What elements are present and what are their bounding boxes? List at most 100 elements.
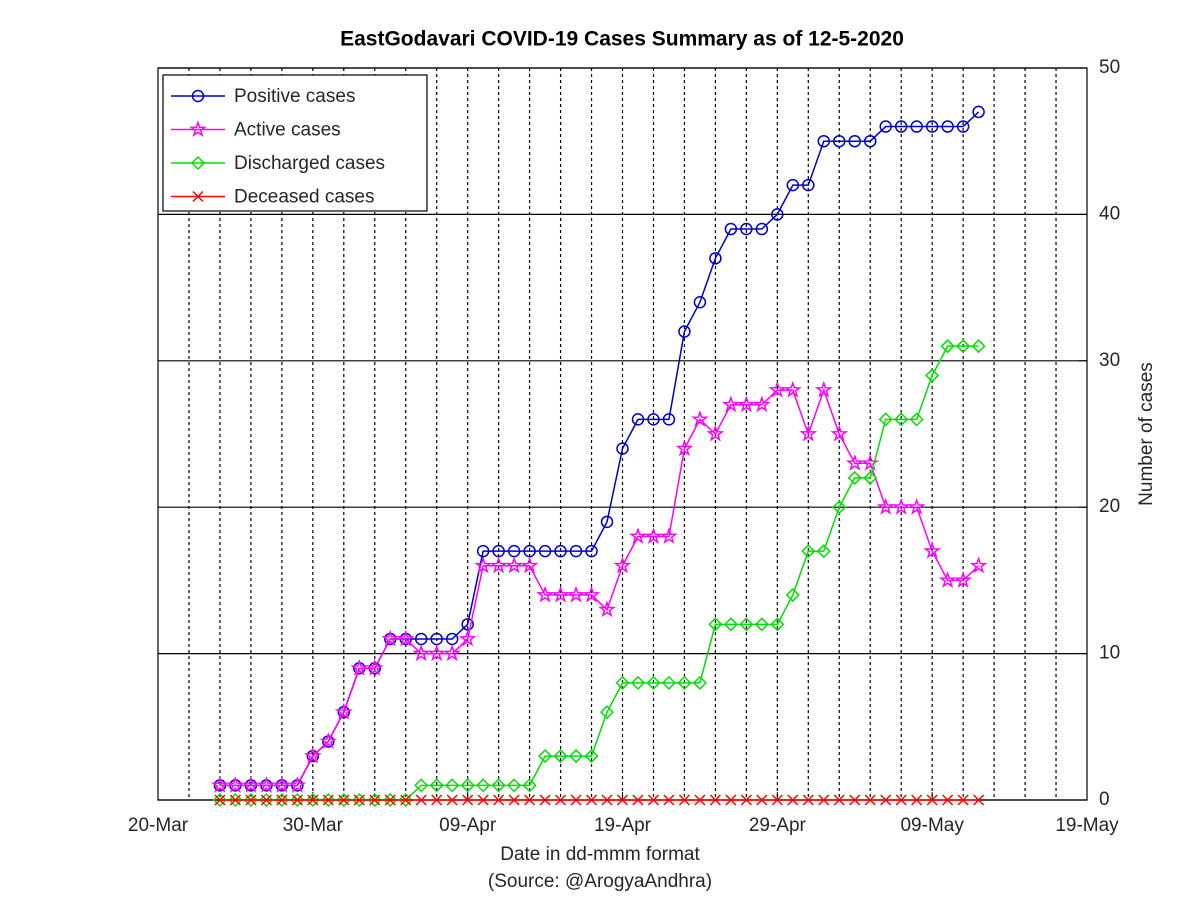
marker — [431, 794, 443, 806]
marker — [880, 794, 892, 806]
marker — [334, 702, 353, 720]
marker — [476, 778, 491, 793]
marker — [505, 556, 523, 574]
marker — [879, 120, 892, 133]
marker — [242, 776, 260, 793]
marker — [972, 105, 985, 119]
marker — [737, 395, 756, 413]
marker — [616, 442, 629, 455]
marker — [429, 778, 444, 793]
marker — [660, 527, 678, 544]
marker — [632, 794, 644, 806]
legend-marker — [192, 190, 204, 203]
marker — [229, 794, 241, 806]
marker — [522, 778, 537, 793]
marker — [305, 792, 320, 808]
marker — [384, 794, 396, 806]
marker — [584, 749, 599, 764]
marker — [956, 120, 970, 133]
marker — [849, 794, 861, 806]
legend-label: Discharged cases — [234, 153, 385, 174]
marker — [708, 617, 723, 632]
legend-marker — [189, 120, 207, 138]
marker — [319, 732, 338, 749]
marker — [458, 629, 477, 647]
y-tick-label: 30 — [1099, 350, 1120, 371]
marker — [350, 658, 369, 676]
marker — [739, 617, 754, 632]
marker — [474, 556, 492, 574]
legend-box — [162, 74, 428, 212]
marker — [245, 794, 257, 806]
marker — [878, 412, 893, 427]
marker — [706, 424, 725, 442]
marker — [508, 794, 520, 806]
marker — [539, 794, 551, 806]
marker — [520, 556, 539, 574]
marker — [570, 794, 582, 806]
marker — [940, 339, 955, 354]
marker — [677, 675, 692, 690]
marker — [338, 794, 350, 806]
legend-label: Deceased cases — [234, 187, 374, 208]
marker — [802, 794, 814, 806]
source-note: (Source: @ArogyaAndhra) — [488, 871, 712, 892]
marker — [631, 413, 645, 426]
marker — [493, 794, 505, 806]
marker — [833, 134, 846, 148]
marker — [291, 794, 303, 806]
marker — [476, 544, 490, 558]
marker — [630, 675, 646, 690]
marker — [211, 776, 229, 793]
marker — [352, 792, 367, 808]
marker — [723, 617, 738, 632]
marker — [585, 544, 598, 558]
marker — [756, 794, 768, 806]
marker — [895, 794, 907, 806]
marker — [818, 794, 830, 806]
marker — [226, 776, 245, 793]
y-axis-label: Number of cases — [1136, 362, 1157, 506]
marker — [663, 794, 675, 806]
marker — [740, 222, 753, 236]
x-tick-label: 19-May — [1055, 815, 1119, 836]
marker — [771, 208, 784, 221]
marker — [954, 571, 972, 588]
marker — [892, 497, 911, 515]
marker — [876, 497, 895, 515]
marker — [396, 629, 415, 647]
marker — [629, 527, 647, 544]
marker — [536, 585, 554, 603]
marker — [228, 792, 243, 808]
marker — [274, 792, 289, 808]
marker — [755, 222, 769, 236]
marker — [814, 380, 833, 398]
marker — [894, 412, 909, 427]
marker — [662, 413, 676, 426]
marker — [787, 794, 799, 806]
marker — [644, 527, 663, 544]
marker — [383, 792, 398, 808]
marker — [414, 778, 429, 793]
legend-marker — [191, 89, 205, 103]
marker — [784, 380, 802, 398]
marker — [646, 675, 661, 690]
marker — [709, 252, 722, 265]
x-tick-label: 09-May — [900, 815, 964, 836]
marker — [276, 794, 288, 806]
y-tick-label: 10 — [1099, 643, 1120, 664]
marker — [768, 380, 787, 398]
marker — [754, 617, 769, 632]
marker — [675, 439, 694, 457]
y-tick-label: 50 — [1099, 57, 1120, 78]
marker — [260, 794, 272, 806]
x-tick-label: 30-Mar — [283, 815, 344, 836]
marker — [925, 120, 939, 133]
marker — [833, 794, 845, 806]
marker — [489, 556, 508, 574]
marker — [273, 776, 291, 793]
marker — [615, 675, 630, 690]
marker — [507, 778, 522, 793]
marker — [942, 794, 954, 806]
